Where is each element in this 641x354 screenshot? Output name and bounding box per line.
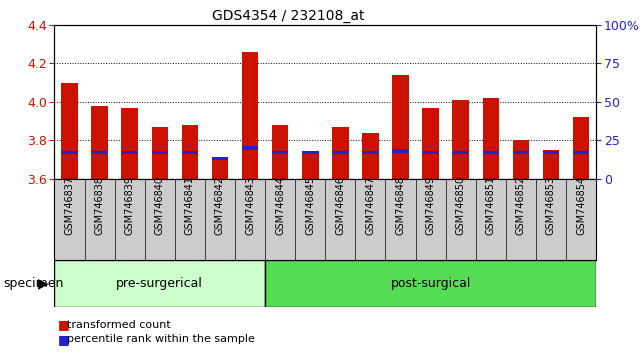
FancyBboxPatch shape [54,260,265,307]
Bar [543,151,559,154]
Bar [151,127,168,179]
Text: ▶: ▶ [38,277,49,291]
Bar [121,151,138,154]
Bar [242,146,258,150]
Bar [453,100,469,179]
Bar [483,151,499,154]
Text: GDS4354 / 232108_at: GDS4354 / 232108_at [212,9,365,23]
Bar [392,149,409,153]
Bar [242,52,258,179]
Bar [272,125,288,179]
Bar [121,108,138,179]
Bar [302,151,319,154]
Text: transformed count: transformed count [67,320,171,330]
Text: pre-surgerical: pre-surgerical [117,277,203,290]
Text: percentile rank within the sample: percentile rank within the sample [67,334,255,344]
Text: post-surgical: post-surgical [390,277,471,290]
Text: ■: ■ [58,319,69,331]
Bar [212,160,228,179]
Bar [272,151,288,154]
Bar [513,151,529,154]
Bar [181,151,198,154]
Bar [181,125,198,179]
Bar [392,75,409,179]
Bar [302,152,319,179]
Bar [422,151,439,154]
Bar [573,151,589,154]
Bar [453,151,469,154]
Bar [513,140,529,179]
Bar [92,105,108,179]
Text: ■: ■ [58,333,69,346]
Bar [362,151,379,154]
Bar [573,117,589,179]
Bar [543,150,559,179]
Bar [151,151,168,154]
Bar [92,151,108,154]
Bar [362,132,379,179]
Bar [62,82,78,179]
Bar [62,151,78,154]
FancyBboxPatch shape [265,260,596,307]
Bar [483,98,499,179]
Bar [332,151,349,154]
Bar [422,108,439,179]
Bar [212,157,228,160]
Text: specimen: specimen [3,277,63,290]
Bar [332,127,349,179]
